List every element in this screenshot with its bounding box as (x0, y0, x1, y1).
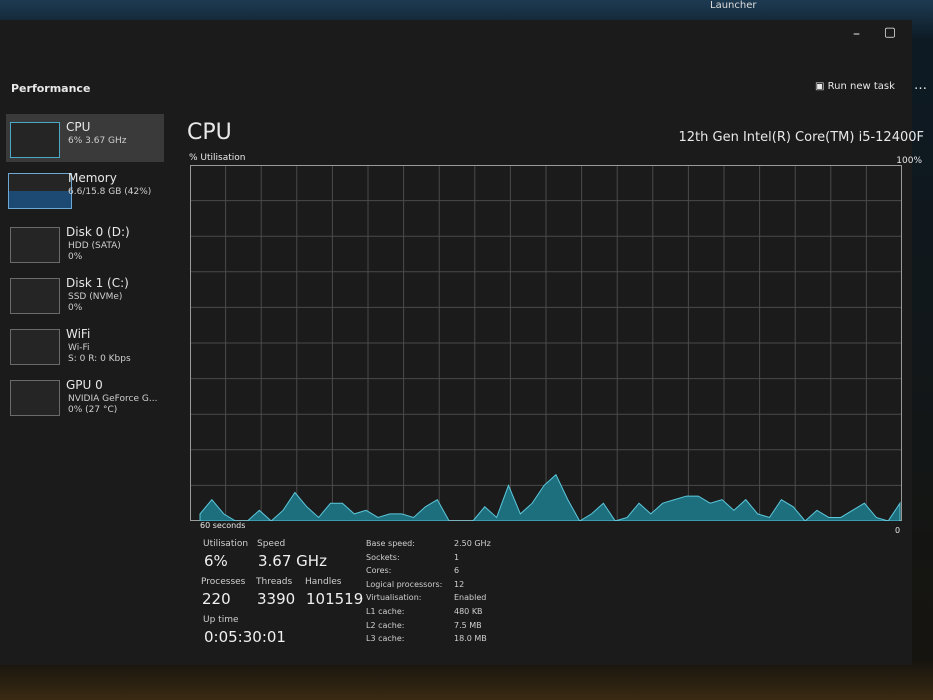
sidebar-item-detail: 0% (68, 252, 83, 262)
detail-key: L1 cache: (366, 607, 405, 616)
sidebar-item-name: WiFi (66, 327, 91, 341)
sidebar-item[interactable]: Disk 0 (D:) HDD (SATA) 0% (6, 219, 164, 267)
sidebar-thumbnail (10, 329, 60, 365)
stat-value: 3390 (257, 590, 296, 608)
x-left-label: 60 seconds (200, 521, 246, 530)
detail-value: 1 (454, 552, 460, 562)
detail-key: L2 cache: (366, 620, 405, 630)
stat-label: Threads (256, 577, 293, 587)
sidebar-item-detail: 6.6/15.8 GB (42%) (68, 187, 152, 197)
sidebar-item-detail: 0% (68, 303, 83, 313)
detail-value: 6 (454, 566, 460, 576)
sidebar-item-name: Disk 0 (D:) (66, 225, 130, 239)
sidebar-item[interactable]: WiFi Wi-Fi S: 0 R: 0 Kbps (6, 321, 164, 369)
maximize-button[interactable]: ▢ (883, 25, 896, 40)
detail-value: 18.0 MB (454, 634, 487, 644)
stat-value: 6% (204, 552, 228, 570)
sidebar-item-detail: NVIDIA GeForce G... (68, 394, 158, 404)
sidebar-thumbnail (10, 278, 60, 314)
stat-label: Handles (305, 577, 342, 587)
detail-key: Base speed: (366, 539, 415, 548)
minimize-button[interactable]: – (853, 26, 860, 42)
stat-value: 3.67 GHz (258, 552, 327, 570)
detail-value: 12 (454, 579, 465, 589)
y-label: % Utilisation (189, 153, 246, 163)
sidebar-item-detail: 6% 3.67 GHz (68, 136, 127, 146)
sidebar-thumbnail (10, 122, 60, 158)
more-button[interactable]: … (914, 78, 927, 93)
run-new-task-label[interactable]: Run new task (827, 81, 895, 92)
run-new-task[interactable]: ▣ Run new task (815, 81, 895, 92)
detail-key: Logical processors: (366, 579, 443, 589)
sidebar-item[interactable]: Memory 6.6/15.8 GB (42%) (6, 165, 164, 213)
sidebar-item-name: Disk 1 (C:) (66, 276, 129, 290)
detail-value: 480 KB (454, 607, 483, 616)
cpu-model: 12th Gen Intel(R) Core(TM) i5-12400F (678, 130, 924, 145)
detail-key: Virtualisation: (366, 593, 422, 603)
detail-value: 2.50 GHz (454, 539, 491, 548)
sidebar-item-name: CPU (66, 120, 91, 134)
stat-label: Processes (201, 577, 246, 587)
stat-value: 0:05:30:01 (204, 628, 286, 646)
stat-label: Up time (203, 615, 239, 625)
sidebar-item[interactable]: Disk 1 (C:) SSD (NVMe) 0% (6, 270, 164, 318)
detail-value: 7.5 MB (454, 620, 482, 630)
cpu-graph (190, 165, 902, 521)
detail-key: Sockets: (366, 552, 400, 562)
sidebar-item[interactable]: CPU 6% 3.67 GHz (6, 114, 164, 162)
page-title: Performance (11, 82, 91, 95)
sidebar-thumbnail (10, 380, 60, 416)
sidebar-item-detail: S: 0 R: 0 Kbps (68, 354, 131, 364)
y-max-label: 100% (896, 156, 922, 166)
desktop-label: Launcher (710, 0, 757, 11)
stat-value: 101519 (306, 590, 364, 608)
sidebar-item-detail: HDD (SATA) (68, 241, 121, 251)
x-right-label: 0 (895, 526, 901, 535)
detail-key: Cores: (366, 566, 392, 576)
detail-value: Enabled (454, 593, 487, 603)
sidebar-thumbnail (8, 173, 72, 209)
sidebar-item-detail: 0% (27 °C) (68, 405, 118, 415)
sidebar-item-name: GPU 0 (66, 378, 103, 392)
stat-label: Utilisation (203, 539, 249, 549)
stat-value: 220 (202, 590, 231, 608)
task-manager-window: – ▢ Performance ▣ Run new task … CPU 6% 3… (0, 20, 927, 665)
stat-label: Speed (257, 539, 286, 549)
cpu-utilisation-area (199, 473, 901, 521)
sidebar-thumbnail (10, 227, 60, 263)
sidebar-item[interactable]: GPU 0 NVIDIA GeForce G... 0% (27 °C) (6, 372, 164, 420)
graph-title: CPU (187, 120, 232, 145)
detail-key: L3 cache: (366, 634, 405, 644)
sidebar-item-detail: SSD (NVMe) (68, 292, 123, 302)
sidebar-item-detail: Wi-Fi (68, 343, 90, 353)
sidebar-item-name: Memory (68, 171, 117, 185)
